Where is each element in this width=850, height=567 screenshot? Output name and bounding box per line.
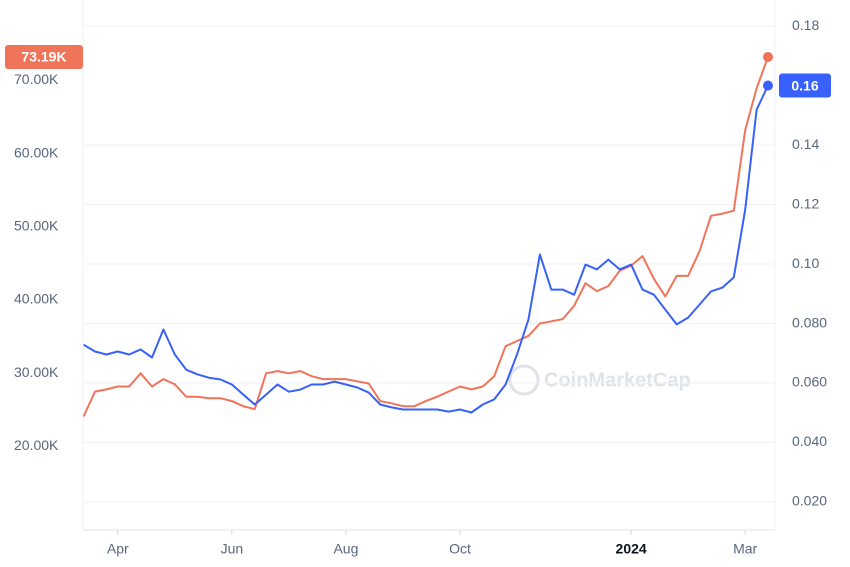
y2-tick-label: 0.060 [792, 374, 827, 390]
y2-tick-label: 0.10 [792, 255, 819, 271]
x-tick-label: Aug [333, 541, 358, 557]
line-series [82, 56, 769, 417]
y2-tick-label: 0.14 [792, 136, 819, 152]
x-tick-label: Mar [733, 541, 757, 557]
watermark-text: CoinMarketCap [544, 369, 691, 391]
y-tick-label: 40.00K [14, 291, 59, 307]
x-tick-label: Jun [221, 541, 244, 557]
y2-tick-label: 0.020 [792, 493, 827, 509]
y-tick-label: 70.00K [14, 71, 59, 87]
y-tick-label: 30.00K [14, 364, 59, 380]
current-badge [779, 73, 831, 98]
watermark: CoinMarketCap [508, 364, 691, 396]
x-tick-label: Oct [449, 541, 471, 557]
y2-tick-label: 0.18 [792, 17, 819, 33]
y2-tick-label: 0.080 [792, 314, 827, 330]
y2-tick-label: 0.040 [792, 433, 827, 449]
x-tick-label: 2024 [616, 541, 647, 557]
y-tick-label: 50.00K [14, 217, 59, 233]
x-tick-label: Apr [107, 541, 129, 557]
line-series [83, 85, 769, 414]
last-point [763, 80, 773, 91]
current-label: 73.19K [21, 49, 66, 65]
current-badge [5, 44, 83, 69]
current-label: 0.16 [791, 77, 818, 93]
y-tick-label: 20.00K [14, 437, 59, 453]
y-tick-label: 60.00K [14, 144, 59, 160]
y2-tick-label: 0.12 [792, 195, 819, 211]
last-point [763, 51, 773, 62]
watermark-logo [508, 364, 540, 396]
